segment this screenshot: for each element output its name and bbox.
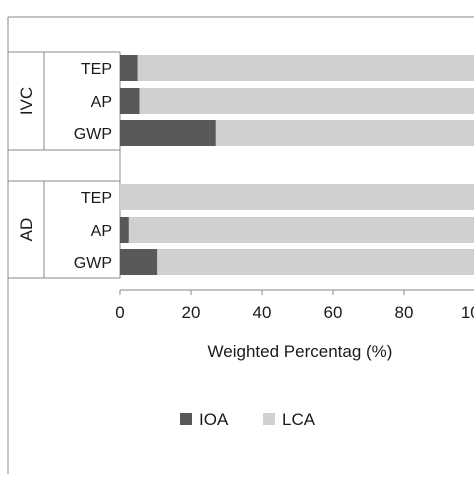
category-label-ivc-tep: TEP bbox=[81, 61, 112, 78]
x-tick-label-20: 20 bbox=[182, 303, 201, 322]
x-tick-label-100: 100 bbox=[461, 303, 474, 322]
bar-ivc-ap-ioa bbox=[120, 88, 140, 114]
group-label-ad: AD bbox=[17, 218, 36, 242]
category-label-ivc-gwp: GWP bbox=[74, 126, 112, 143]
x-tick-label-40: 40 bbox=[253, 303, 272, 322]
plot-area: TEP AP GWP TEP AP GWP IVC AD 0 20 40 60 80 100 bbox=[8, 51, 474, 322]
bar-ivc-gwp-ioa bbox=[120, 120, 216, 146]
x-tick-label-0: 0 bbox=[115, 303, 124, 322]
bar-ad-tep-lca bbox=[120, 184, 474, 210]
category-label-ad-ap: AP bbox=[91, 223, 112, 240]
legend-swatch-lca bbox=[263, 413, 275, 425]
bar-ivc-tep-ioa bbox=[120, 55, 138, 81]
legend-label-ioa: IOA bbox=[199, 410, 229, 429]
category-label-ivc-ap: AP bbox=[91, 94, 112, 111]
category-label-ad-gwp: GWP bbox=[74, 255, 112, 272]
legend: IOA LCA bbox=[180, 410, 316, 429]
bar-ad-gwp-lca bbox=[157, 249, 474, 275]
bar-ivc-tep-lca bbox=[137, 55, 474, 81]
category-label-ad-tep: TEP bbox=[81, 190, 112, 207]
bar-ad-gwp-ioa bbox=[120, 249, 158, 275]
bar-ad-ap-lca bbox=[128, 217, 474, 243]
legend-swatch-ioa bbox=[180, 413, 192, 425]
legend-label-lca: LCA bbox=[282, 410, 316, 429]
bar-ivc-gwp-lca bbox=[215, 120, 474, 146]
x-tick-label-80: 80 bbox=[395, 303, 414, 322]
group-label-ivc: IVC bbox=[17, 87, 36, 115]
x-axis-label: Weighted Percentag (%) bbox=[208, 342, 393, 361]
bar-ivc-ap-lca bbox=[139, 88, 474, 114]
x-tick-label-60: 60 bbox=[324, 303, 343, 322]
bar-ad-ap-ioa bbox=[120, 217, 129, 243]
